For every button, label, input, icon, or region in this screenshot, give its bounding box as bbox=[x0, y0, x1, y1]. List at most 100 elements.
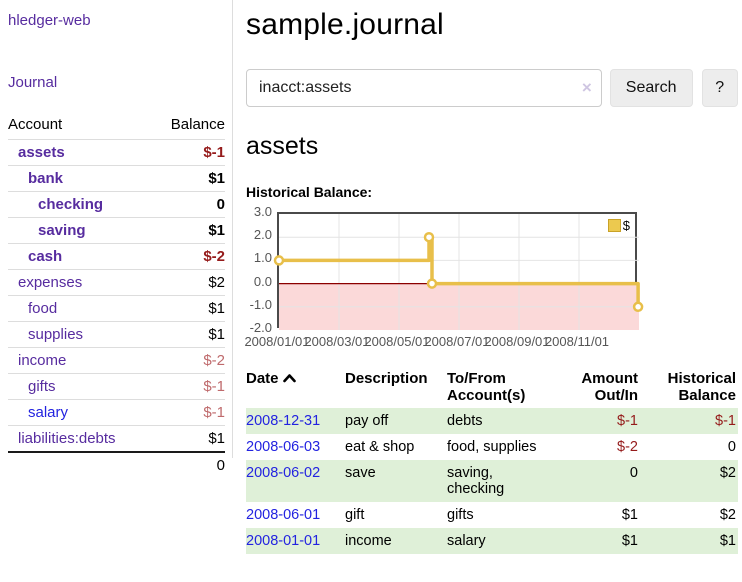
account-link[interactable]: checking bbox=[38, 196, 104, 213]
page-title: sample.journal bbox=[246, 8, 444, 41]
chart-legend: $ bbox=[605, 217, 632, 234]
register-col-description: Description bbox=[345, 370, 428, 387]
x-axis-tick-label: 2008/07/01 bbox=[424, 334, 490, 349]
accounts-total-value: 0 bbox=[152, 451, 225, 478]
transaction-accounts: debts bbox=[447, 413, 483, 429]
clear-search-icon[interactable]: × bbox=[581, 78, 592, 97]
data-point-marker bbox=[632, 301, 644, 313]
accounts-col-balance: Balance bbox=[170, 116, 225, 133]
account-row: saving $1 bbox=[8, 217, 225, 244]
account-balance: $-1 bbox=[152, 399, 225, 426]
sidebar-item-journal[interactable]: Journal bbox=[8, 74, 58, 91]
account-link[interactable]: cash bbox=[28, 248, 63, 265]
account-balance: $-1 bbox=[152, 139, 225, 166]
accounts-col-account: Account bbox=[8, 116, 63, 133]
legend-swatch-icon bbox=[607, 219, 621, 232]
account-row: food $1 bbox=[8, 295, 225, 322]
transaction-accounts: salary bbox=[447, 533, 486, 549]
register-table: Date Description To/From Account(s) Amou… bbox=[246, 368, 738, 554]
account-balance: $1 bbox=[152, 165, 225, 192]
y-axis-tick-label: 0.0 bbox=[253, 273, 272, 289]
register-col-balance: Historical Balance bbox=[667, 370, 736, 404]
y-axis-tick-label: 3.0 bbox=[253, 204, 272, 219]
account-row: supplies $1 bbox=[8, 321, 225, 348]
transaction-amount: $1 bbox=[621, 533, 638, 549]
accounts-total-row: 0 bbox=[8, 451, 225, 478]
x-axis-tick-label: 2008/03/01 bbox=[304, 334, 370, 349]
x-axis-tick-label: 2008/01/01 bbox=[244, 334, 310, 349]
register-header-row: Date Description To/From Account(s) Amou… bbox=[246, 368, 738, 408]
account-link[interactable]: bank bbox=[28, 170, 64, 187]
register-col-date[interactable]: Date bbox=[246, 368, 345, 408]
account-link[interactable]: expenses bbox=[18, 274, 83, 291]
transaction-amount: $-1 bbox=[617, 413, 638, 429]
sort-asc-icon bbox=[282, 370, 296, 387]
account-row: bank $1 bbox=[8, 165, 225, 192]
transaction-amount: $1 bbox=[621, 507, 638, 523]
register-col-amount: Amount Out/In bbox=[581, 370, 638, 404]
app-title-link[interactable]: hledger-web bbox=[8, 12, 91, 29]
transaction-date[interactable]: 2008-06-01 bbox=[246, 502, 345, 528]
y-axis-tick-label: 2.0 bbox=[253, 227, 272, 243]
transaction-date-link[interactable]: 2008-06-02 bbox=[246, 465, 321, 481]
data-point-marker bbox=[273, 255, 285, 266]
account-balance: $1 bbox=[152, 295, 225, 322]
register-row: 2008-06-02 save saving, checking 0 $2 bbox=[246, 460, 738, 502]
transaction-description: pay off bbox=[345, 413, 389, 429]
account-balance: $-1 bbox=[152, 373, 225, 400]
account-balance: $-2 bbox=[152, 347, 225, 374]
account-row: cash $-2 bbox=[8, 243, 225, 270]
sidebar: hledger-web Journal Account Balance asse… bbox=[0, 0, 233, 478]
search-button[interactable]: Search bbox=[609, 69, 693, 107]
account-link[interactable]: saving bbox=[38, 222, 86, 239]
account-balance: $1 bbox=[152, 321, 225, 348]
chart-plot-area: $ bbox=[273, 212, 644, 330]
accounts-table: Account Balance assets $-1 bank $1 checking 0… bbox=[8, 112, 225, 478]
account-balance: $1 bbox=[152, 217, 225, 244]
account-link[interactable]: supplies bbox=[28, 326, 84, 343]
transaction-amount: 0 bbox=[629, 465, 638, 481]
account-balance: $-2 bbox=[152, 243, 225, 270]
transaction-date[interactable]: 2008-12-31 bbox=[246, 408, 345, 434]
x-axis-tick-label: 2008/09/01 bbox=[484, 334, 550, 349]
transaction-date-link[interactable]: 2008-06-03 bbox=[246, 439, 321, 455]
transaction-description: gift bbox=[345, 507, 365, 523]
transaction-date[interactable]: 2008-06-02 bbox=[246, 460, 345, 502]
transaction-amount: $-2 bbox=[617, 439, 638, 455]
register-col-accounts: To/From Account(s) bbox=[447, 370, 526, 404]
transaction-accounts: food, supplies bbox=[447, 439, 537, 455]
account-row: income $-2 bbox=[8, 347, 225, 374]
transaction-description: save bbox=[345, 465, 376, 481]
transaction-date-link[interactable]: 2008-01-01 bbox=[246, 533, 321, 549]
register-row: 2008-12-31 pay off debts $-1 $-1 bbox=[246, 408, 738, 434]
account-link[interactable]: food bbox=[28, 300, 58, 317]
account-row: liabilities:debts $1 bbox=[8, 425, 225, 452]
transaction-balance: $2 bbox=[719, 465, 736, 481]
account-link[interactable]: salary bbox=[28, 404, 69, 421]
data-point-marker bbox=[423, 231, 435, 243]
transaction-date-link[interactable]: 2008-12-31 bbox=[246, 413, 321, 429]
account-link[interactable]: income bbox=[18, 352, 67, 369]
account-balance: $2 bbox=[152, 269, 225, 296]
transaction-balance: $-1 bbox=[715, 413, 736, 429]
transaction-accounts: saving, checking bbox=[447, 465, 505, 497]
transaction-balance: $2 bbox=[719, 507, 736, 523]
transaction-description: eat & shop bbox=[345, 439, 415, 455]
account-balance: 0 bbox=[152, 191, 225, 218]
main-content: sample.journal × Search ? assets Histori… bbox=[244, 0, 738, 554]
help-button[interactable]: ? bbox=[701, 69, 738, 107]
transaction-date[interactable]: 2008-06-03 bbox=[246, 434, 345, 460]
account-row: gifts $-1 bbox=[8, 373, 225, 400]
transaction-date[interactable]: 2008-01-01 bbox=[246, 528, 345, 554]
account-link[interactable]: assets bbox=[18, 144, 65, 161]
transaction-balance: 0 bbox=[727, 439, 736, 455]
account-link[interactable]: gifts bbox=[28, 378, 56, 395]
account-row: checking 0 bbox=[8, 191, 225, 218]
account-link[interactable]: liabilities:debts bbox=[18, 430, 116, 447]
register-row: 2008-06-01 gift gifts $1 $2 bbox=[246, 502, 738, 528]
search-input[interactable] bbox=[246, 69, 602, 107]
y-axis-tick-label: -2.0 bbox=[249, 320, 272, 335]
x-axis-tick-label: 2008/05/01 bbox=[364, 334, 430, 349]
account-heading: assets bbox=[246, 132, 319, 160]
transaction-date-link[interactable]: 2008-06-01 bbox=[246, 507, 321, 523]
